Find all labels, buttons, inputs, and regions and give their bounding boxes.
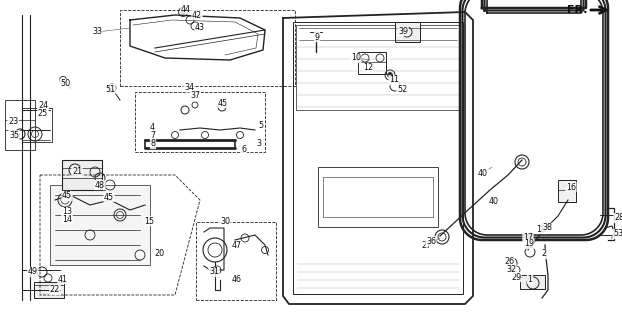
Text: 43: 43 — [195, 23, 205, 33]
Text: 46: 46 — [232, 276, 242, 284]
Text: FR.: FR. — [567, 5, 587, 15]
Bar — [135, 92, 265, 152]
Bar — [395, 22, 420, 42]
Text: 50: 50 — [60, 79, 70, 89]
Text: 39: 39 — [398, 27, 408, 36]
Bar — [62, 160, 102, 190]
Text: 6: 6 — [241, 145, 246, 154]
Text: 1: 1 — [527, 275, 532, 284]
Text: 36: 36 — [426, 236, 436, 245]
Text: 8: 8 — [151, 140, 156, 148]
Bar — [558, 180, 576, 202]
Text: 47: 47 — [232, 242, 242, 251]
Text: 11: 11 — [389, 76, 399, 84]
Bar — [120, 10, 295, 86]
Bar — [196, 222, 276, 300]
Text: 38: 38 — [542, 223, 552, 233]
Text: 24: 24 — [38, 100, 48, 109]
Text: 27: 27 — [421, 241, 431, 250]
Text: 9: 9 — [315, 33, 320, 42]
Text: 52: 52 — [397, 84, 407, 93]
Text: 19: 19 — [524, 239, 534, 249]
Text: 48: 48 — [95, 180, 105, 189]
Text: 41: 41 — [58, 275, 68, 284]
Text: 23: 23 — [8, 117, 18, 126]
Text: 45: 45 — [104, 193, 114, 202]
Text: 35: 35 — [9, 131, 19, 140]
Text: 51: 51 — [105, 84, 115, 93]
Text: 18: 18 — [536, 225, 546, 234]
Bar — [318, 167, 438, 227]
Text: 40: 40 — [478, 169, 488, 178]
Text: 45: 45 — [218, 99, 228, 108]
Text: 13: 13 — [62, 207, 72, 217]
Text: 15: 15 — [144, 217, 154, 226]
Text: 34: 34 — [184, 83, 194, 92]
Text: 20: 20 — [154, 250, 164, 259]
Text: 25: 25 — [38, 108, 48, 117]
Text: 45: 45 — [62, 191, 72, 201]
Circle shape — [388, 73, 392, 77]
Text: 3: 3 — [256, 139, 261, 148]
Text: 42: 42 — [192, 11, 202, 20]
Text: 4: 4 — [149, 123, 154, 132]
Text: 10: 10 — [351, 53, 361, 62]
Text: 14: 14 — [62, 214, 72, 223]
Text: 32: 32 — [506, 265, 516, 274]
Bar — [50, 185, 150, 265]
Text: 53: 53 — [613, 229, 622, 238]
Text: 40: 40 — [489, 196, 499, 205]
Text: 44: 44 — [181, 4, 191, 13]
Bar — [34, 282, 64, 298]
Text: 49: 49 — [28, 268, 38, 276]
Text: 16: 16 — [566, 182, 576, 191]
Bar — [358, 52, 386, 74]
Text: 12: 12 — [363, 63, 373, 73]
Text: 22: 22 — [50, 285, 60, 294]
Text: 21: 21 — [72, 167, 82, 177]
Bar — [520, 275, 545, 289]
Text: 17: 17 — [523, 234, 533, 243]
Bar — [296, 25, 460, 110]
Text: 31: 31 — [209, 268, 219, 276]
Text: 33: 33 — [92, 28, 102, 36]
Text: 7: 7 — [151, 131, 156, 140]
Circle shape — [181, 10, 185, 14]
Text: 5: 5 — [258, 121, 264, 130]
Bar — [22, 108, 52, 142]
Text: 28: 28 — [614, 213, 622, 222]
Text: 26: 26 — [504, 258, 514, 267]
Text: 30: 30 — [220, 218, 230, 227]
Text: 37: 37 — [190, 92, 200, 100]
Bar — [5, 100, 35, 150]
Bar — [293, 22, 463, 294]
Text: 2: 2 — [541, 250, 547, 259]
Text: 29: 29 — [511, 273, 521, 282]
